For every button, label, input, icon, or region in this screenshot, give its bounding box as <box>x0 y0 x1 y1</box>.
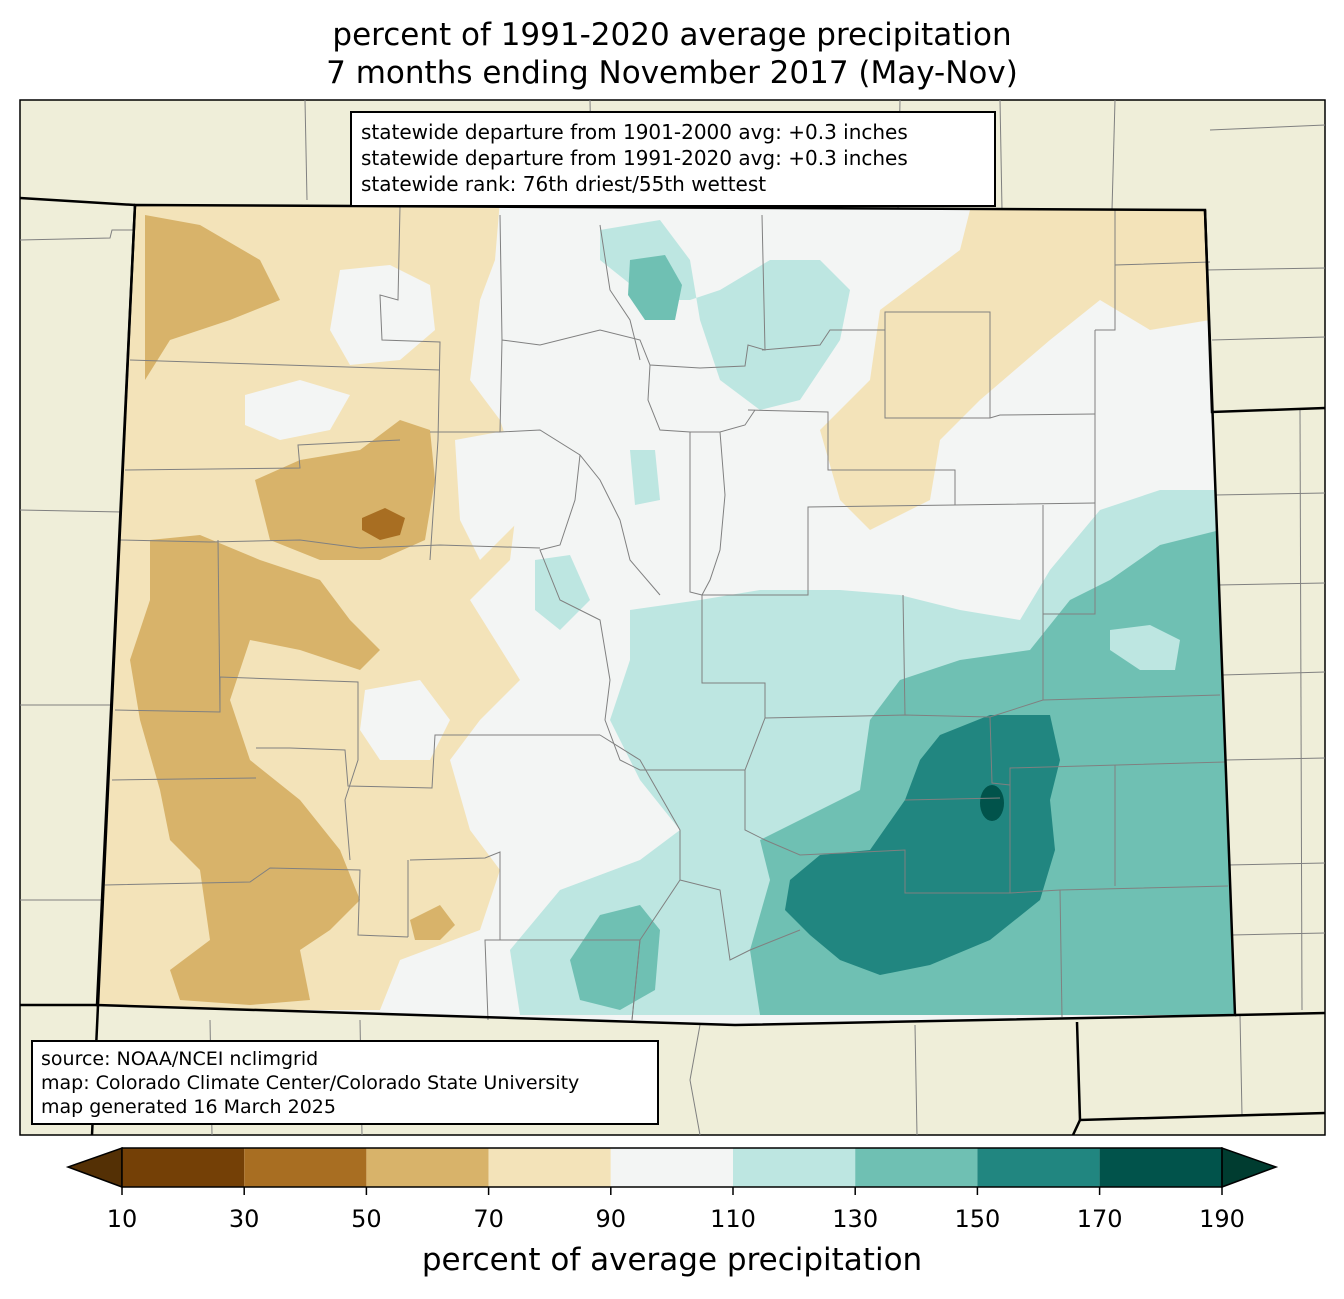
colorbar-tick-label: 70 <box>473 1205 504 1233</box>
colorbar-tick-label: 150 <box>954 1205 1001 1233</box>
colorbar-tick-label: 90 <box>595 1205 627 1233</box>
source-line: source: NOAA/NCEI nclimgrid <box>41 1048 319 1070</box>
colorbar-segment <box>488 1148 611 1187</box>
colorbar-segment <box>122 1148 245 1187</box>
colorbar-tick-label: 190 <box>1199 1205 1245 1233</box>
colorbar-segment <box>733 1148 856 1187</box>
state-lines <box>19 196 1326 1136</box>
map-title-line2: 7 months ending November 2017 (May-Nov) <box>326 55 1018 91</box>
colorbar-segment <box>610 1148 733 1187</box>
region-150-170 <box>785 715 1060 975</box>
stats-departure-1991-2020: statewide departure from 1991-2020 avg: … <box>361 146 908 170</box>
region-30-50 <box>362 508 405 540</box>
colorbar-tick-label: 130 <box>832 1205 879 1233</box>
region-130-150 <box>628 255 682 320</box>
map-credit-line: map: Colorado Climate Center/Colorado St… <box>41 1072 580 1094</box>
region-50-70-west <box>145 215 280 380</box>
stats-rank: statewide rank: 76th driest/55th wettest <box>361 172 767 196</box>
source-box: source: NOAA/NCEI nclimgrid map: Colorad… <box>31 1040 659 1125</box>
colorbar-tick-label: 30 <box>228 1205 260 1233</box>
generated-date-line: map generated 16 March 2025 <box>41 1096 336 1118</box>
colorbar-tick-label: 170 <box>1076 1205 1123 1233</box>
precipitation-fill <box>97 205 1235 1025</box>
colorbar-tick-label: 10 <box>106 1205 138 1233</box>
colorbar-segment <box>244 1148 367 1187</box>
colorbar-segment <box>855 1148 978 1187</box>
colorbar-under-arrow <box>65 1146 123 1189</box>
colorbar-segment <box>977 1148 1100 1187</box>
colorbar <box>65 1146 1279 1195</box>
region-170-190 <box>980 785 1004 821</box>
county-lines <box>104 206 1229 1021</box>
statewide-stats-box: statewide departure from 1901-2000 avg: … <box>350 111 996 207</box>
colorbar-segment <box>1099 1148 1222 1187</box>
stats-departure-1901-2000: statewide departure from 1901-2000 avg: … <box>361 120 908 144</box>
colorbar-label: percent of average precipitation <box>421 1242 923 1278</box>
colorbar-segment <box>366 1148 489 1187</box>
colorbar-over-arrow <box>1221 1146 1279 1189</box>
map-title-line1: percent of 1991-2020 average precipitati… <box>332 17 1012 53</box>
colorbar-tick-label: 110 <box>710 1205 756 1233</box>
colorbar-tick-label: 50 <box>351 1205 382 1233</box>
